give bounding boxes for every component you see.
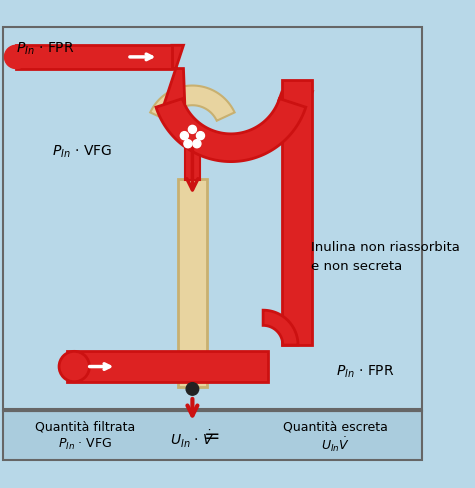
- Polygon shape: [162, 46, 185, 113]
- Circle shape: [59, 352, 89, 382]
- Text: Inulina non riassorbita
e non secreta: Inulina non riassorbita e non secreta: [312, 240, 460, 272]
- Text: Quantità escreta: Quantità escreta: [283, 419, 388, 432]
- Circle shape: [186, 383, 199, 395]
- Circle shape: [189, 126, 197, 134]
- Circle shape: [193, 141, 201, 148]
- Text: $P_{In}$ · VFG: $P_{In}$ · VFG: [58, 436, 112, 451]
- Polygon shape: [263, 310, 298, 346]
- Circle shape: [197, 132, 205, 141]
- Text: $P_{In}$ · FPR: $P_{In}$ · FPR: [16, 41, 75, 57]
- FancyBboxPatch shape: [3, 28, 422, 409]
- Circle shape: [180, 132, 189, 141]
- Text: $P_{In}$ · FPR: $P_{In}$ · FPR: [336, 363, 394, 380]
- Polygon shape: [150, 86, 235, 122]
- Text: $U_{In}$ · $\dot{V}$: $U_{In}$ · $\dot{V}$: [170, 427, 215, 448]
- Text: $P_{In}$ · VFG: $P_{In}$ · VFG: [52, 143, 112, 160]
- Polygon shape: [282, 81, 313, 346]
- Circle shape: [4, 46, 28, 69]
- Text: $U_{In}\dot{V}$: $U_{In}\dot{V}$: [321, 434, 350, 453]
- Polygon shape: [156, 100, 306, 163]
- Circle shape: [184, 141, 192, 148]
- Text: Quantità filtrata: Quantità filtrata: [35, 419, 135, 432]
- Polygon shape: [185, 143, 200, 181]
- Polygon shape: [16, 46, 172, 69]
- Text: =: =: [204, 426, 220, 445]
- Polygon shape: [67, 352, 267, 382]
- Polygon shape: [279, 93, 313, 111]
- FancyBboxPatch shape: [3, 411, 422, 460]
- Polygon shape: [178, 179, 207, 387]
